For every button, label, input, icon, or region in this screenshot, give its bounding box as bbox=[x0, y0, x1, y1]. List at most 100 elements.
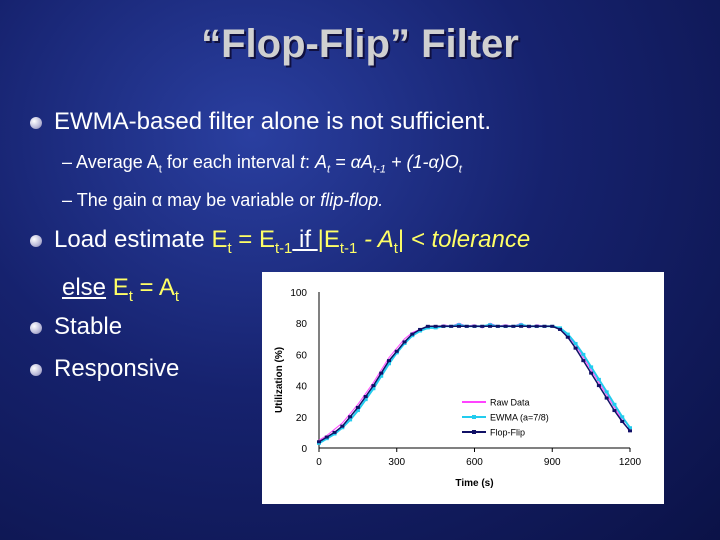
f-t1: t-1 bbox=[274, 240, 293, 257]
alpha-symbol: α bbox=[151, 190, 163, 210]
f-t2: t-1 bbox=[339, 240, 358, 257]
data-point bbox=[355, 405, 360, 409]
sub2-mid: may be variable or bbox=[162, 190, 321, 210]
else-word: else bbox=[62, 274, 107, 301]
data-point bbox=[581, 352, 586, 356]
data-point bbox=[511, 324, 516, 328]
data-point bbox=[394, 349, 399, 353]
data-point bbox=[363, 398, 368, 402]
y-tick-label: 80 bbox=[296, 319, 308, 330]
data-point bbox=[317, 440, 321, 444]
f-eq: = bbox=[231, 226, 259, 253]
data-point bbox=[596, 384, 601, 388]
formula-t3: t bbox=[458, 163, 462, 176]
data-point bbox=[379, 371, 384, 375]
data-point bbox=[628, 426, 632, 430]
data-point bbox=[317, 441, 321, 445]
data-point bbox=[464, 324, 469, 328]
slide-title: “Flop-Flip” Filter bbox=[201, 22, 519, 66]
x-tick-label: 600 bbox=[466, 457, 483, 468]
formula-plus: + (1- bbox=[385, 152, 429, 172]
data-point bbox=[348, 415, 353, 419]
data-point bbox=[418, 329, 423, 333]
data-point bbox=[558, 326, 563, 330]
data-point bbox=[433, 324, 438, 328]
sub1-t: t bbox=[299, 152, 305, 172]
else-t: t bbox=[128, 288, 133, 305]
data-point bbox=[402, 341, 407, 345]
chart-svg: 0 20 40 60 80 100 0 300 600 900 1200 Time (s) Utiliz… bbox=[274, 288, 642, 489]
data-point bbox=[355, 409, 360, 413]
sub1-tsub: t bbox=[158, 163, 162, 176]
data-point bbox=[589, 371, 594, 375]
bullet-text-ewma: EWMA-based filter alone is not sufficien… bbox=[54, 108, 492, 135]
data-point bbox=[394, 351, 399, 355]
sub1-colon: : bbox=[304, 152, 315, 172]
y-tick-label: 0 bbox=[301, 444, 307, 455]
data-point bbox=[620, 419, 625, 423]
y-tick-label: 100 bbox=[290, 288, 307, 299]
data-point bbox=[558, 327, 563, 331]
formula-t1: t-1 bbox=[372, 163, 386, 176]
series-line-0 bbox=[318, 322, 631, 441]
data-point bbox=[604, 390, 609, 394]
data-point bbox=[550, 324, 555, 328]
data-point bbox=[332, 432, 337, 436]
formula-eq: = bbox=[330, 152, 351, 172]
formula-a: A bbox=[314, 152, 327, 172]
x-tick-label: 300 bbox=[388, 457, 405, 468]
f-t3: t bbox=[393, 240, 398, 257]
subbullet-gain: – The gain α may be variable or flip-flo… bbox=[62, 190, 383, 211]
data-point bbox=[480, 324, 485, 328]
bullet-icon bbox=[30, 322, 42, 334]
legend-label: EWMA (a=7/8) bbox=[490, 413, 549, 423]
legend-label: Raw Data bbox=[490, 398, 530, 408]
data-point bbox=[340, 424, 345, 428]
f-minus: - A bbox=[357, 226, 394, 253]
data-point bbox=[402, 340, 407, 344]
data-point bbox=[456, 324, 461, 328]
data-point bbox=[565, 332, 570, 336]
f-e2: E bbox=[258, 226, 275, 253]
data-point bbox=[441, 324, 446, 328]
f-bar1: | bbox=[317, 226, 324, 253]
series-line-1 bbox=[318, 323, 631, 445]
sub2-italic: flip-flop. bbox=[320, 190, 384, 210]
sub1-text: Average A bbox=[76, 152, 159, 172]
data-point bbox=[386, 359, 391, 363]
f-e3: E bbox=[323, 226, 340, 253]
data-point bbox=[534, 324, 539, 328]
data-point bbox=[596, 377, 601, 381]
data-point bbox=[348, 418, 353, 422]
data-point bbox=[456, 323, 461, 327]
else-line: else Et = At bbox=[62, 274, 179, 305]
data-point bbox=[371, 384, 376, 388]
data-point bbox=[526, 324, 531, 328]
x-axis-label: Time (s) bbox=[455, 478, 493, 489]
dash: – bbox=[62, 190, 73, 210]
y-tick-label: 20 bbox=[296, 413, 308, 424]
data-point bbox=[612, 402, 617, 406]
y-tick-label: 60 bbox=[296, 350, 308, 361]
sub1-mid: for each interval bbox=[161, 152, 300, 172]
data-point bbox=[324, 435, 329, 439]
x-tick-label: 0 bbox=[316, 457, 322, 468]
x-tick-label: 1200 bbox=[619, 457, 642, 468]
formula-paren: )O bbox=[438, 152, 459, 172]
bullet-icon bbox=[30, 117, 42, 129]
data-point bbox=[340, 426, 345, 430]
data-point bbox=[503, 324, 508, 328]
f-tol: < tolerance bbox=[404, 226, 531, 253]
y-tick-label: 40 bbox=[296, 382, 308, 393]
legend-label: Flop-Flip bbox=[490, 428, 525, 438]
alpha-symbol: α bbox=[350, 152, 361, 172]
data-point bbox=[589, 365, 594, 369]
x-tick-label: 900 bbox=[544, 457, 561, 468]
data-point bbox=[425, 326, 430, 330]
f-t: t bbox=[227, 240, 232, 257]
data-point bbox=[488, 323, 493, 327]
legend-marker bbox=[472, 430, 476, 434]
bullet-text-load-estimate: Load estimate Et = Et-1 if |Et-1 - At| <… bbox=[54, 226, 530, 257]
f-if: if bbox=[292, 226, 318, 253]
data-point bbox=[565, 335, 570, 339]
